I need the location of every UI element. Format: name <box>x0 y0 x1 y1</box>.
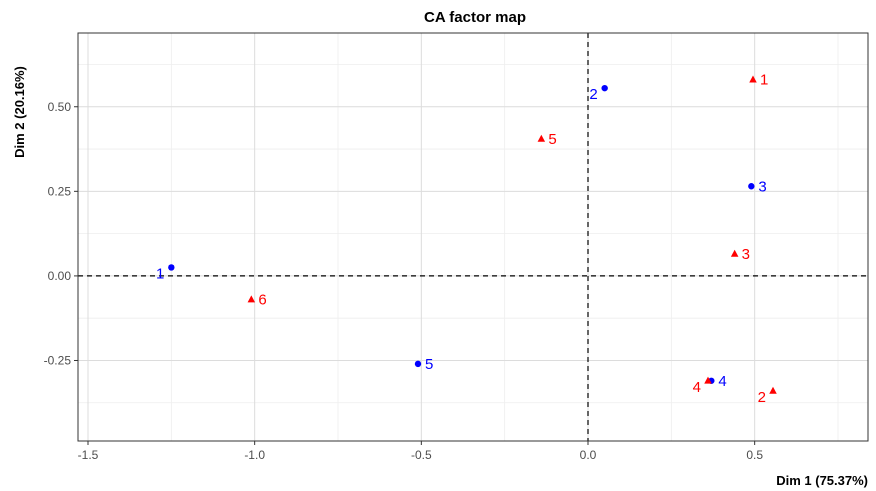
reference-lines <box>78 33 868 441</box>
row-label-4: 4 <box>718 373 726 390</box>
column-point-3 <box>730 249 739 257</box>
row-point-2 <box>601 84 608 92</box>
y-tick-label: 0.00 <box>48 269 72 283</box>
minor-gridlines <box>78 33 868 441</box>
column-label-5: 5 <box>548 131 556 148</box>
column-point-1 <box>749 75 757 83</box>
x-tick-label: -1.5 <box>78 448 99 462</box>
axis-ticks: -1.5 -1.0 -0.5 0.0 0.5 -0.25 0.00 0.25 0.50 <box>44 100 764 462</box>
column-point-6 <box>247 295 256 303</box>
row-label-5: 5 <box>425 356 433 373</box>
column-point-2 <box>769 386 777 394</box>
column-point-4 <box>704 376 712 384</box>
row-label-3: 3 <box>758 178 766 195</box>
column-label-3: 3 <box>742 246 750 263</box>
x-tick-label: 0.5 <box>746 448 763 462</box>
column-label-4: 4 <box>693 379 701 396</box>
major-gridlines <box>78 33 868 441</box>
plot-panel <box>77 32 869 442</box>
row-point-3 <box>748 183 755 190</box>
y-tick-label: 0.50 <box>48 100 72 114</box>
chart-title: CA factor map <box>424 9 526 26</box>
row-point-5 <box>414 360 422 368</box>
column-label-6: 6 <box>258 292 266 309</box>
row-point-1 <box>168 264 175 271</box>
y-axis-title: Dim 2 (20.16%) <box>12 66 27 158</box>
row-label-1: 1 <box>156 265 164 282</box>
y-tick-label: 0.25 <box>48 184 72 198</box>
data-points <box>168 75 777 394</box>
x-axis-title: Dim 1 (75.37%) <box>776 473 868 488</box>
column-label-2: 2 <box>758 389 766 406</box>
row-label-2: 2 <box>589 86 597 103</box>
x-tick-label: -0.5 <box>411 448 432 462</box>
column-label-1: 1 <box>760 72 768 89</box>
x-tick-label: -1.0 <box>244 448 265 462</box>
x-tick-label: 0.0 <box>580 448 597 462</box>
y-tick-label: -0.25 <box>44 353 72 367</box>
column-point-5 <box>537 134 546 142</box>
point-labels: 1 2 3 4 5 1 2 3 4 5 6 <box>156 72 768 406</box>
